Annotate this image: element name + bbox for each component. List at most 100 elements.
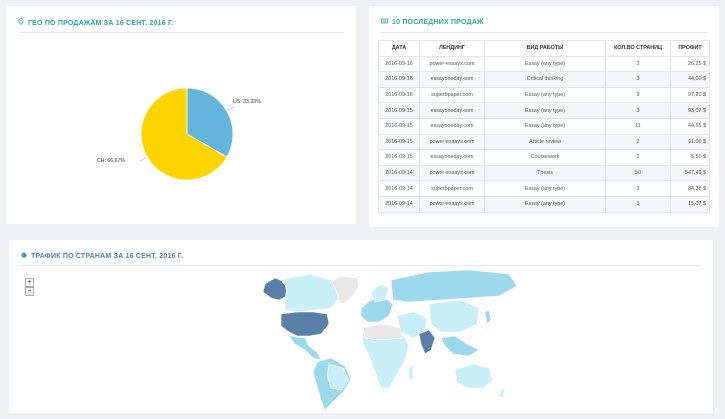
table-row[interactable]: 2016-09-15 essayoneday.com Essay (any type…	[378, 102, 710, 119]
table-row[interactable]: 2016-09-14 power-essays.com Essay (any typ…	[378, 195, 710, 213]
map-marker-icon	[18, 18, 24, 27]
pie-leader-line	[140, 157, 147, 162]
map-country-mexico	[288, 335, 322, 361]
map-country-se-asia	[440, 335, 480, 357]
cell-date: 2016-09-16	[378, 71, 420, 88]
cell-landing: superbpaper.com	[419, 86, 485, 104]
map-country-india	[418, 329, 436, 355]
cell-date: 2016-09-16	[378, 86, 420, 104]
cell-landing: power-essays.com	[419, 164, 485, 182]
table-row[interactable]: 2016-09-16 essayoneday.com Critical thinki…	[378, 71, 710, 88]
pie-slice-ch[interactable]	[140, 87, 228, 181]
cell-worktype: Article review	[484, 133, 606, 151]
map-country-new-zealand	[498, 387, 506, 399]
cell-pages: 50	[605, 164, 671, 182]
cell-date: 2016-09-14	[378, 195, 420, 213]
map-country-china	[428, 299, 480, 333]
zoom-out-button[interactable]: −	[25, 287, 34, 296]
col-date-header[interactable]: ДАТА	[378, 40, 420, 57]
cell-profit: 11,00 $	[670, 133, 710, 151]
col-profit-header[interactable]: ПРОФИТ	[670, 40, 710, 57]
sales-table: ДАТА ЛЕНДИНГ ВИД РАБОТЫ КОЛ.ВО СТРАНИЦ П…	[378, 40, 710, 213]
divider	[21, 265, 701, 266]
cell-profit: 93,02 $	[670, 102, 710, 119]
table-row[interactable]: 2016-09-16 superbpaper.com Essay (any type…	[378, 86, 710, 104]
col-landing-header[interactable]: ЛЕНДИНГ	[419, 40, 485, 57]
cell-date: 2016-09-14	[378, 180, 420, 197]
cell-date: 2016-09-14	[378, 164, 420, 182]
cell-pages: 3	[605, 71, 671, 88]
sales-title-text: 10 ПОСЛЕДНИХ ПРОДАЖ	[392, 19, 484, 26]
map-country-russia	[390, 269, 518, 303]
geo-panel-title: ГЕО ПО ПРОДАЖАМ ЗА 16 СЕНТ. 2016 Г.	[18, 18, 173, 27]
geo-title-text: ГЕО ПО ПРОДАЖАМ ЗА 16 СЕНТ. 2016 Г.	[28, 20, 174, 27]
zoom-in-button[interactable]: +	[25, 278, 34, 287]
cell-date: 2016-09-16	[378, 55, 420, 73]
table-row[interactable]: 2016-09-14 power-essays.com Thesis 50 547,49…	[378, 164, 710, 182]
globe-icon	[21, 252, 27, 260]
divider	[381, 32, 707, 33]
pie-label-us: US: 33.33%	[233, 99, 261, 105]
cell-worktype: Essay (any type)	[484, 117, 606, 135]
cell-landing: power-essays.com	[419, 55, 485, 73]
map-country-brazil	[326, 363, 350, 391]
map-country-canada	[280, 273, 340, 313]
cell-landing: essayoneday.com	[419, 149, 485, 166]
map-country-madagascar	[408, 363, 414, 381]
cell-landing: essayoneday.com	[419, 102, 485, 119]
table-header-row: ДАТА ЛЕНДИНГ ВИД РАБОТЫ КОЛ.ВО СТРАНИЦ П…	[378, 40, 710, 57]
cell-profit: 547,49 $	[670, 164, 710, 182]
cell-pages: 2	[605, 133, 671, 151]
cell-landing: superbpaper.com	[419, 180, 485, 197]
table-row[interactable]: 2016-09-15 power-essays.com Article review…	[378, 133, 710, 151]
cell-worktype: Coursework	[484, 149, 606, 166]
cell-pages: 2	[605, 55, 671, 73]
divider	[18, 32, 344, 33]
sales-panel-title: 10 ПОСЛЕДНИХ ПРОДАЖ	[381, 18, 484, 26]
col-worktype-header[interactable]: ВИД РАБОТЫ	[484, 40, 606, 57]
cell-pages: 11	[605, 117, 671, 135]
cell-landing: essayoneday.com	[419, 117, 485, 135]
cell-date: 2016-09-15	[378, 133, 420, 151]
cell-pages: 2	[605, 149, 671, 166]
table-row[interactable]: 2016-09-15 essayoneday.com Coursework 2 5,50…	[378, 149, 710, 166]
cell-pages: 3	[605, 195, 671, 213]
table-row[interactable]: 2016-09-15 essayoneday.com Essay (any type…	[378, 117, 710, 135]
cell-landing: essayoneday.com	[419, 71, 485, 88]
table-row[interactable]: 2016-09-16 power-essays.com Essay (any typ…	[378, 55, 710, 73]
map-country-usa	[280, 311, 330, 337]
map-country-australia	[454, 363, 494, 389]
map-country-north-africa	[362, 323, 404, 341]
cell-pages: 3	[605, 102, 671, 119]
cell-worktype: Essay (any type)	[484, 86, 606, 104]
cell-date: 2016-09-15	[378, 117, 420, 135]
cell-date: 2016-09-15	[378, 149, 420, 166]
col-pages-header[interactable]: КОЛ.ВО СТРАНИЦ	[605, 40, 671, 57]
cell-worktype: Essay (any type)	[484, 55, 606, 73]
cell-profit: 15,07 $	[670, 195, 710, 213]
map-country-scandinavia	[370, 283, 390, 303]
cell-pages: 9	[605, 86, 671, 104]
pie-chart	[140, 87, 234, 181]
pie-slice-us[interactable]	[186, 87, 234, 158]
map-country-alaska	[262, 277, 288, 301]
cell-profit: 84,38 $	[670, 180, 710, 197]
money-icon	[381, 18, 388, 26]
world-map[interactable]	[9, 240, 713, 413]
cell-worktype: Essay (any type)	[484, 102, 606, 119]
cell-worktype: Essay (any type)	[484, 180, 606, 197]
cell-worktype: Essay (any type)	[484, 195, 606, 213]
cell-profit: 97,20 $	[670, 86, 710, 104]
table-row[interactable]: 2016-09-14 superbpaper.com Essay (any type…	[378, 180, 710, 197]
cell-profit: 44,55 $	[670, 117, 710, 135]
cell-profit: 44,00 $	[670, 71, 710, 88]
cell-landing: power-essays.com	[419, 195, 485, 213]
cell-landing: power-essays.com	[419, 133, 485, 151]
geo-sales-panel: ГЕО ПО ПРОДАЖАМ ЗА 16 СЕНТ. 2016 Г. US: …	[6, 6, 356, 224]
last-sales-panel: 10 ПОСЛЕДНИХ ПРОДАЖ ДАТА ЛЕНДИНГ ВИД РАБ…	[369, 6, 719, 227]
traffic-panel-title: ТРАФИК ПО СТРАНАМ ЗА 16 СЕНТ. 2016 Г.	[21, 252, 183, 260]
cell-worktype: Critical thinking	[484, 71, 606, 88]
pie-leader-line	[227, 106, 234, 111]
cell-profit: 26,25 $	[670, 55, 710, 73]
cell-worktype: Thesis	[484, 164, 606, 182]
